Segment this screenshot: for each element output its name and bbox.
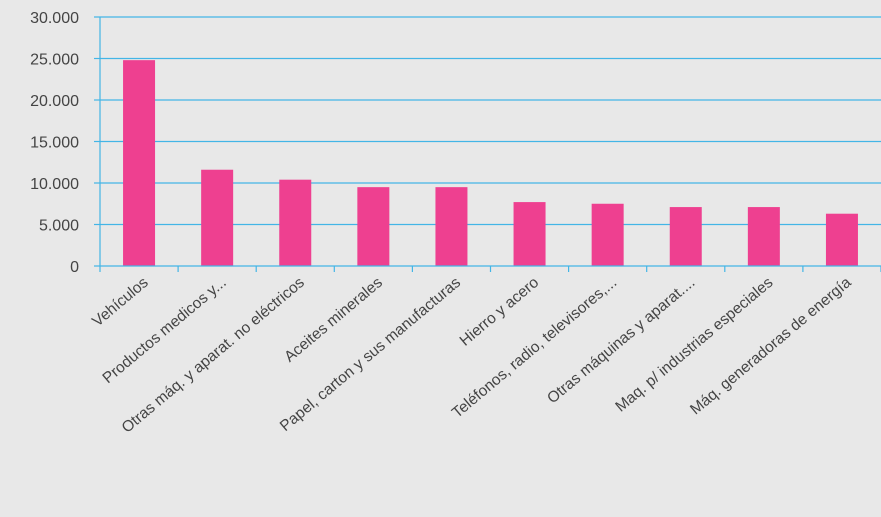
y-tick-label: 10.000 <box>30 176 79 193</box>
bar <box>279 179 312 266</box>
x-category-label: Vehículos <box>89 274 152 330</box>
y-tick-label: 25.000 <box>30 52 79 69</box>
bar <box>825 213 858 266</box>
x-category-label: Otras máquinas y aparat.... <box>544 274 698 407</box>
x-category-label: Hierro y acero <box>457 274 542 350</box>
bars <box>123 60 858 266</box>
bar <box>123 60 156 266</box>
y-axis-tick-labels: 0 5.000 10.000 15.000 20.000 25.000 30.000 <box>30 10 79 276</box>
y-tick-label: 20.000 <box>30 93 79 110</box>
x-category-label: Maq. p/ industrias especiales <box>612 274 776 416</box>
x-category-label: Teléfonos, radio, televisores,... <box>449 274 620 422</box>
bar <box>201 169 234 266</box>
x-category-label: Máq. generadoras de energía <box>687 274 855 419</box>
y-tick-label: 15.000 <box>30 135 79 152</box>
y-tick-label: 5.000 <box>39 218 79 235</box>
bar <box>435 187 468 266</box>
bar <box>591 203 624 266</box>
y-tick-label: 30.000 <box>30 10 79 27</box>
bar <box>669 207 702 266</box>
bar <box>357 187 390 266</box>
bar <box>513 202 546 266</box>
axes <box>94 16 881 272</box>
bar <box>747 207 780 266</box>
y-tick-label: 0 <box>70 259 79 276</box>
